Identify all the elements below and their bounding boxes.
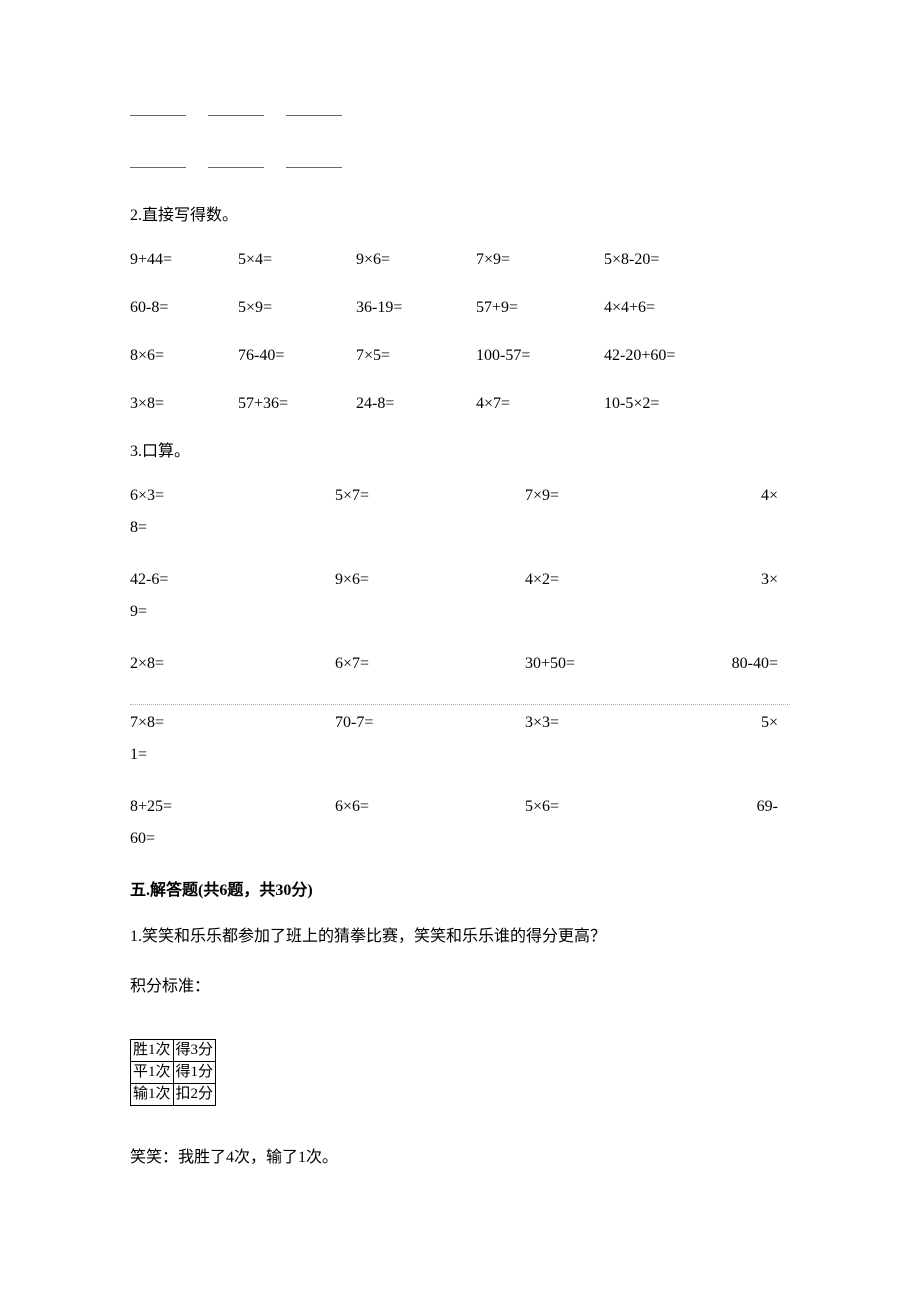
q3-cell: 9×6= [335, 568, 525, 592]
blank [130, 101, 186, 116]
table-cell: 得1分 [173, 1062, 216, 1084]
q3-grid: 6×3= 5×7= 7×9= 4× 8= 42-6= 9×6= 4×2= 3× … [130, 484, 790, 851]
q3-cell: 3×3= [525, 711, 713, 735]
table-row: 输1次 扣2分 [131, 1084, 216, 1106]
blank [286, 101, 342, 116]
scoring-label: 积分标准： [130, 975, 790, 999]
q3-cell: 6×3= [130, 484, 335, 508]
section-5-q1: 1.笑笑和乐乐都参加了班上的猜拳比赛，笑笑和乐乐谁的得分更高？ [130, 925, 790, 949]
q2-cell: 9×6= [356, 248, 476, 272]
q2-cell: 60-8= [130, 296, 238, 320]
q2-cell: 5×9= [238, 296, 356, 320]
blank [208, 101, 264, 116]
q2-row: 3×8= 57+36= 24-8= 4×7= 10-5×2= [130, 392, 790, 416]
q2-cell: 10-5×2= [604, 392, 790, 416]
table-cell: 平1次 [131, 1062, 174, 1084]
q3-cell: 2×8= [130, 652, 335, 676]
section-5-heading: 五.解答题(共6题，共30分) [130, 879, 790, 903]
q3-cell: 30+50= [525, 652, 713, 676]
q2-grid: 9+44= 5×4= 9×6= 7×9= 5×8-20= 60-8= 5×9= … [130, 248, 790, 416]
q3-cell: 6×7= [335, 652, 525, 676]
q2-cell: 57+9= [476, 296, 604, 320]
q3-row: 7×8= 70-7= 3×3= 5× [130, 711, 790, 735]
q3-cell: 42-6= [130, 568, 335, 592]
q3-row: 8+25= 6×6= 5×6= 69- [130, 795, 790, 819]
table-cell: 输1次 [131, 1084, 174, 1106]
table-row: 平1次 得1分 [131, 1062, 216, 1084]
table-cell: 得3分 [173, 1040, 216, 1062]
q3-wrap-continuation: 9= [130, 600, 790, 624]
q3-cell: 8+25= [130, 795, 335, 819]
q3-cell: 7×8= [130, 711, 335, 735]
xiaoxiao-line: 笑笑：我胜了4次，输了1次。 [130, 1146, 790, 1170]
table-row: 胜1次 得3分 [131, 1040, 216, 1062]
q3-wrap-continuation: 60= [130, 827, 790, 851]
q2-cell: 76-40= [238, 344, 356, 368]
q2-cell: 57+36= [238, 392, 356, 416]
dotted-divider [130, 704, 790, 705]
table-cell: 扣2分 [173, 1084, 216, 1106]
table-cell: 胜1次 [131, 1040, 174, 1062]
q3-row: 6×3= 5×7= 7×9= 4× [130, 484, 790, 508]
q3-cell: 3× [713, 568, 790, 592]
q2-cell: 36-19= [356, 296, 476, 320]
blank [208, 153, 264, 168]
q2-cell: 7×9= [476, 248, 604, 272]
q3-cell: 6×6= [335, 795, 525, 819]
q3-wrap-continuation: 8= [130, 516, 790, 540]
q2-cell: 24-8= [356, 392, 476, 416]
blank-row-1 [130, 100, 790, 124]
q2-row: 9+44= 5×4= 9×6= 7×9= 5×8-20= [130, 248, 790, 272]
q3-cell: 5×6= [525, 795, 713, 819]
q3-cell: 70-7= [335, 711, 525, 735]
q3-row: 42-6= 9×6= 4×2= 3× [130, 568, 790, 592]
q3-row: 2×8= 6×7= 30+50= 80-40= [130, 652, 790, 676]
q3-cell: 4×2= [525, 568, 713, 592]
blank-row-2 [130, 152, 790, 176]
scoring-table: 胜1次 得3分 平1次 得1分 输1次 扣2分 [130, 1039, 216, 1106]
q2-cell: 4×7= [476, 392, 604, 416]
q3-cell: 80-40= [713, 652, 790, 676]
q2-cell: 42-20+60= [604, 344, 790, 368]
q3-title: 3.口算。 [130, 440, 790, 464]
q3-cell: 7×9= [525, 484, 713, 508]
q2-cell: 8×6= [130, 344, 238, 368]
q2-title: 2.直接写得数。 [130, 204, 790, 228]
q2-cell: 3×8= [130, 392, 238, 416]
q2-cell: 100-57= [476, 344, 604, 368]
q2-row: 60-8= 5×9= 36-19= 57+9= 4×4+6= [130, 296, 790, 320]
q2-cell: 4×4+6= [604, 296, 790, 320]
q3-cell: 69- [713, 795, 790, 819]
q2-cell: 5×8-20= [604, 248, 790, 272]
q2-cell: 7×5= [356, 344, 476, 368]
q2-row: 8×6= 76-40= 7×5= 100-57= 42-20+60= [130, 344, 790, 368]
q3-wrap-continuation: 1= [130, 743, 790, 767]
q3-cell: 4× [713, 484, 790, 508]
q2-cell: 9+44= [130, 248, 238, 272]
q3-cell: 5× [713, 711, 790, 735]
blank [286, 153, 342, 168]
blank [130, 153, 186, 168]
q3-cell: 5×7= [335, 484, 525, 508]
q2-cell: 5×4= [238, 248, 356, 272]
